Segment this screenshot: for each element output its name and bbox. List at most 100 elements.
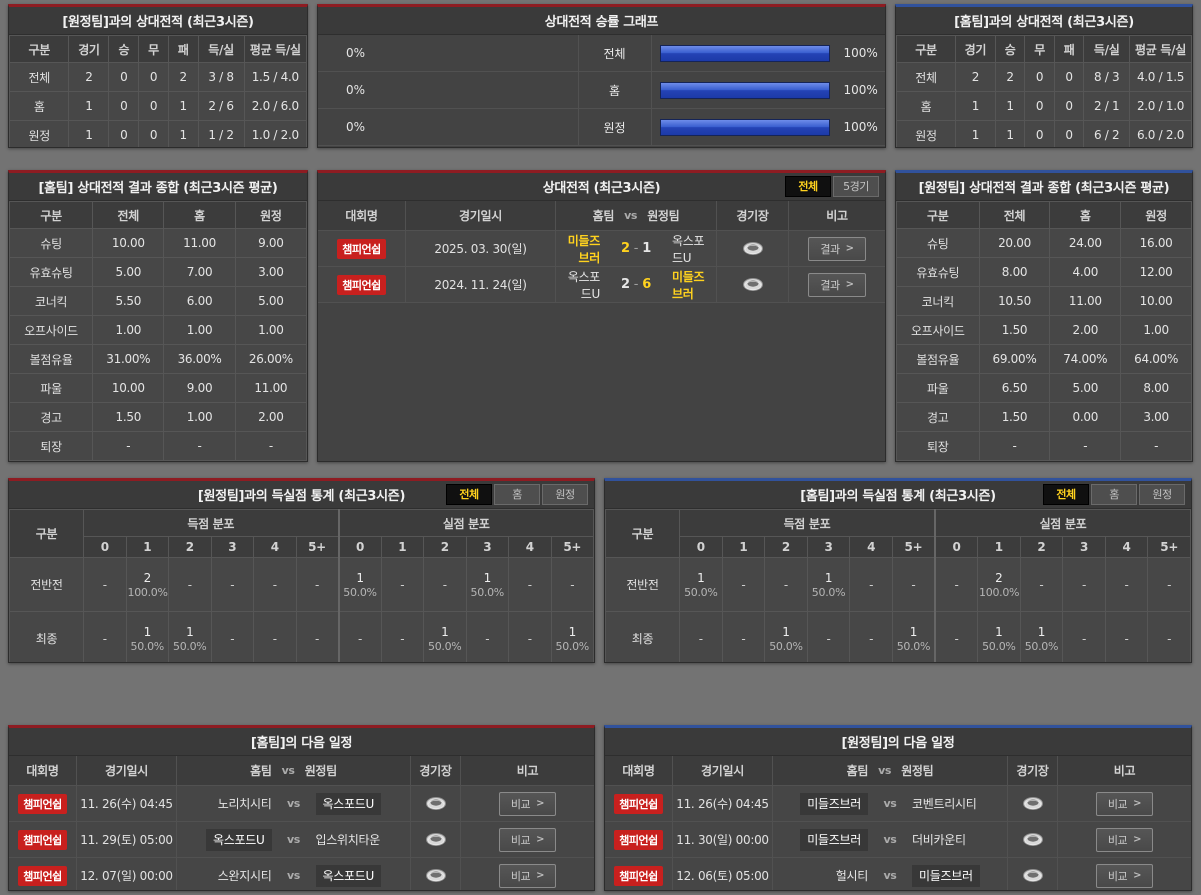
goal-cell: - (891, 557, 936, 612)
goal-percent: 50.0% (896, 639, 931, 653)
goal-cell: 1 50.0% (891, 611, 936, 662)
panel-head: [원정팀]과의 상대전적 (최근3시즌) (9, 7, 307, 35)
column-header: 홈 (163, 201, 236, 229)
compare-button[interactable]: 비교 > (498, 863, 557, 888)
away-score: 1 (642, 241, 651, 256)
stadium-cell (1008, 822, 1058, 857)
match-date: 11. 26(수) 04:45 (77, 786, 177, 821)
empty-dash: - (272, 577, 277, 592)
goal-cell: - (465, 611, 509, 662)
away-team-cell: 더비카운티 (912, 831, 997, 848)
row-label: 슈팅 (896, 228, 980, 258)
goal-cell: - (1147, 611, 1191, 662)
goal-count-header: 4 (849, 536, 893, 558)
header-league: 대회명 (318, 201, 406, 230)
tab-away[interactable]: 원정 (1139, 484, 1185, 505)
home-team-cell: 옥스포드U (187, 829, 272, 851)
right-percent-label: 100% (843, 46, 878, 60)
row-label: 홈 (9, 91, 70, 121)
stadium-icon[interactable] (742, 277, 764, 292)
goal-count-header: 3 (210, 536, 254, 558)
goal-count: 1 (143, 624, 152, 639)
table-row: 파울 10.00 9.00 11.00 (9, 373, 307, 403)
cell-value: 5.00 (92, 257, 165, 287)
vs-label: vs (286, 869, 301, 882)
away-team-cell: 입스위치타운 (316, 831, 401, 848)
cell-value: 0 (1024, 91, 1055, 121)
stats-table: 구분 전체 홈 원정 슈팅 10.00 11.00 9.00 유효슈팅 5.00 7.00 3.00 코… (9, 201, 307, 461)
cell-value: 69.00% (978, 344, 1051, 374)
home-team-cell: 헐시티 (783, 867, 869, 884)
empty-dash: - (400, 631, 405, 646)
tab-all[interactable]: 전체 (446, 484, 492, 505)
match-date: 2024. 11. 24(일) (406, 267, 556, 302)
table-row: 유효슈팅 8.00 4.00 12.00 (896, 257, 1192, 287)
graph-row-label: 홈 (577, 72, 652, 108)
empty-dash: - (1081, 631, 1086, 646)
column-header: 패 (167, 35, 199, 63)
group-header-row: 구분 득점 분포 실점 분포 (605, 509, 1191, 558)
compare-button[interactable]: 비교 > (498, 827, 557, 852)
goal-cell: - (1147, 557, 1191, 612)
goal-cell: - (679, 611, 723, 662)
header-league: 대회명 (605, 756, 673, 785)
home-team-name: 헐시티 (835, 869, 869, 883)
compare-button[interactable]: 비교 > (1095, 863, 1154, 888)
league-cell: 챔피언쉽 (605, 822, 673, 857)
list-header-row: 대회명 경기일시 홈팀 vs 원정팀 경기장 비고 (318, 201, 885, 231)
goal-percent: 50.0% (982, 639, 1016, 653)
goal-cell: - (806, 611, 851, 662)
header-stadium: 경기장 (717, 201, 789, 230)
goal-cell: - (721, 557, 766, 612)
stadium-icon[interactable] (425, 832, 447, 847)
tab-home[interactable]: 홈 (1091, 484, 1137, 505)
stadium-icon[interactable] (1022, 868, 1044, 883)
compare-button[interactable]: 비교 > (1095, 791, 1154, 816)
cell-value: 1 (68, 91, 110, 121)
panel-h2h-matches: 상대전적 (최근3시즌) 전체 5경기 대회명 경기일시 홈팀 vs 원정팀 경기장 비고 챔피… (317, 170, 886, 462)
cell-value: 1.5 / 4.0 (243, 62, 307, 92)
home-team-name: 미들즈브러 (800, 829, 868, 851)
goal-cell: 2 100.0% (125, 557, 169, 612)
win-rate-row: 0% 전체 100% (318, 35, 885, 72)
teams-wrap: 미들즈브러 vs 더비카운티 (773, 829, 1007, 851)
result-button[interactable]: 결과 > (808, 272, 866, 297)
tab-5games[interactable]: 5경기 (833, 176, 879, 197)
header-vs-label: vs (624, 209, 638, 222)
stadium-icon[interactable] (425, 868, 447, 883)
column-header: 원정 (1120, 201, 1192, 229)
row-middle: [홈팀] 상대전적 결과 종합 (최근3시즌 평균) 구분 전체 홈 원정 슈팅 10.0… (0, 170, 1201, 462)
stadium-cell (411, 786, 461, 821)
column-header: 구분 (9, 201, 94, 229)
result-button[interactable]: 결과 > (808, 236, 866, 261)
graph-row-label: 전체 (577, 35, 652, 71)
cell-value: 26.00% (234, 344, 307, 374)
header-row: 구분 전체 홈 원정 (9, 201, 307, 229)
tab-away[interactable]: 원정 (542, 484, 588, 505)
stadium-icon[interactable] (1022, 832, 1044, 847)
empty-dash: - (954, 577, 959, 592)
chevron-icon: > (536, 870, 545, 881)
home-team-name: 스완지시티 (217, 869, 272, 883)
row-label: 슈팅 (9, 228, 94, 258)
tab-all[interactable]: 전체 (785, 176, 831, 197)
cell-value: 8.00 (978, 257, 1051, 287)
table-row: 오프사이드 1.50 2.00 1.00 (896, 315, 1192, 345)
compare-button[interactable]: 비교 > (498, 791, 557, 816)
match-row: 챔피언쉽 2025. 03. 30(일) 미들즈브러 2-1 옥스포드U 결과 > (318, 231, 885, 267)
stadium-icon[interactable] (742, 241, 764, 256)
button-label: 비교 (510, 797, 531, 811)
tab-home[interactable]: 홈 (494, 484, 540, 505)
cell-value: 1.50 (92, 402, 165, 432)
note-cell: 비교 > (1058, 858, 1191, 890)
compare-button[interactable]: 비교 > (1095, 827, 1154, 852)
panel-head: [홈팀]과의 상대전적 (최근3시즌) (896, 7, 1192, 35)
goal-count-header: 4 (253, 536, 297, 558)
goal-cell: 1 50.0% (465, 557, 509, 612)
tab-all[interactable]: 전체 (1043, 484, 1089, 505)
cell-value: 6.0 / 2.0 (1129, 120, 1192, 147)
stadium-icon[interactable] (1022, 796, 1044, 811)
header-date: 경기일시 (77, 756, 177, 785)
stadium-icon[interactable] (425, 796, 447, 811)
note-cell: 비교 > (1058, 822, 1191, 857)
